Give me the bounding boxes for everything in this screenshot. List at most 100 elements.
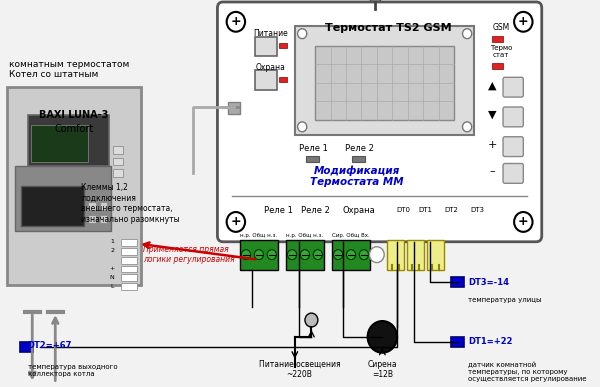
Bar [15, 166, 112, 231]
Bar [88, 215, 96, 223]
Text: +: + [518, 216, 529, 228]
Text: DT1=+22: DT1=+22 [468, 337, 512, 346]
FancyBboxPatch shape [503, 163, 523, 183]
Bar [492, 36, 503, 42]
Text: GSM: GSM [493, 23, 510, 32]
Text: 2: 2 [110, 248, 114, 253]
Bar [28, 115, 109, 166]
Text: Термостат TS2 GSM: Термостат TS2 GSM [325, 23, 452, 33]
Circle shape [267, 250, 277, 260]
Text: DT0: DT0 [397, 207, 410, 213]
Text: +: + [109, 266, 114, 271]
Bar [21, 186, 84, 226]
Circle shape [313, 250, 322, 260]
Circle shape [287, 250, 296, 260]
Bar [427, 240, 444, 269]
Bar [387, 240, 404, 269]
Circle shape [514, 212, 533, 232]
Text: н.р. Общ н.з.: н.р. Общ н.з. [286, 233, 323, 238]
Text: Применяется прямая
логики регулирования: Применяется прямая логики регулирования [143, 245, 235, 264]
Bar [31, 125, 88, 163]
Bar [113, 170, 122, 177]
Circle shape [359, 250, 368, 260]
Text: –: – [489, 166, 495, 176]
Bar [88, 202, 96, 210]
Bar [121, 248, 137, 255]
Bar [229, 102, 239, 114]
Circle shape [370, 247, 384, 262]
Text: L: L [111, 284, 114, 289]
Circle shape [305, 313, 318, 327]
Text: комнатным термостатом: комнатным термостатом [9, 60, 130, 69]
FancyBboxPatch shape [503, 107, 523, 127]
Text: Реле 2: Реле 2 [345, 144, 374, 153]
Text: Модификация
Термостата ММ: Модификация Термостата ММ [310, 165, 403, 187]
Text: Comfort: Comfort [54, 124, 94, 134]
Bar [286, 240, 325, 269]
Text: DT3=-14: DT3=-14 [468, 278, 509, 287]
Text: DT2=+67: DT2=+67 [28, 341, 72, 350]
Bar [121, 274, 137, 281]
Bar [7, 87, 141, 285]
Circle shape [298, 122, 307, 132]
Bar [100, 215, 107, 223]
FancyBboxPatch shape [503, 77, 523, 97]
Circle shape [346, 250, 356, 260]
Bar [279, 43, 287, 48]
Text: Клеммы 1,2
подключения
внешнего термостата,
изначально разомкнуты: Клеммы 1,2 подключения внешнего термоста… [81, 183, 179, 224]
Bar [295, 26, 475, 135]
FancyBboxPatch shape [255, 37, 277, 57]
Text: DT2: DT2 [445, 207, 458, 213]
Text: Котел со штатным: Котел со штатным [9, 70, 98, 79]
Text: Сирена
=12В: Сирена =12В [368, 360, 397, 380]
Text: +: + [230, 216, 241, 228]
Text: Охрана: Охрана [256, 63, 286, 72]
Text: Сир. Общ Вх.: Сир. Общ Вх. [332, 233, 370, 238]
Bar [370, 0, 380, 2]
Text: DT1: DT1 [419, 207, 433, 213]
Text: Питание: Питание [253, 29, 288, 38]
Text: Реле 2: Реле 2 [301, 205, 329, 214]
Bar [332, 240, 370, 269]
Bar [239, 240, 278, 269]
Text: Питание освещения
~220В: Питание освещения ~220В [259, 360, 340, 380]
Bar [121, 265, 137, 272]
Circle shape [463, 122, 472, 132]
Circle shape [227, 212, 245, 232]
Circle shape [334, 250, 343, 260]
Circle shape [301, 250, 310, 260]
Text: ▲: ▲ [488, 80, 496, 90]
Text: датчик комнатной
температуры, по которому
осуществляется регулирование: датчик комнатной температуры, по котором… [468, 362, 587, 382]
Text: +: + [230, 15, 241, 28]
Text: 1: 1 [110, 239, 114, 244]
Text: BAXI LUNA-3: BAXI LUNA-3 [39, 110, 109, 120]
Text: N: N [109, 275, 114, 280]
Circle shape [254, 250, 263, 260]
Bar [492, 63, 503, 69]
Bar [451, 277, 464, 287]
Bar [20, 342, 33, 352]
Bar [352, 156, 365, 163]
Bar [100, 202, 107, 210]
Bar [113, 146, 122, 154]
FancyBboxPatch shape [255, 70, 277, 90]
Text: температура улицы: температура улицы [468, 297, 542, 303]
Text: температура выходного
коллектора котла: температура выходного коллектора котла [28, 364, 117, 377]
Bar [121, 283, 137, 290]
Text: DT3: DT3 [470, 207, 484, 213]
Text: Реле 1: Реле 1 [264, 205, 293, 214]
FancyBboxPatch shape [503, 137, 523, 157]
Text: Реле 1: Реле 1 [299, 144, 328, 153]
Bar [315, 46, 454, 120]
Circle shape [227, 12, 245, 32]
Text: Термо
стат: Термо стат [490, 45, 512, 58]
Text: ▼: ▼ [488, 110, 496, 120]
Text: +: + [518, 15, 529, 28]
Text: н.р. Общ н.з.: н.р. Общ н.з. [241, 233, 277, 238]
Bar [113, 158, 122, 166]
Circle shape [241, 250, 251, 260]
Bar [407, 240, 424, 269]
Bar [451, 337, 464, 347]
Text: +: + [487, 140, 497, 150]
FancyBboxPatch shape [217, 2, 542, 242]
